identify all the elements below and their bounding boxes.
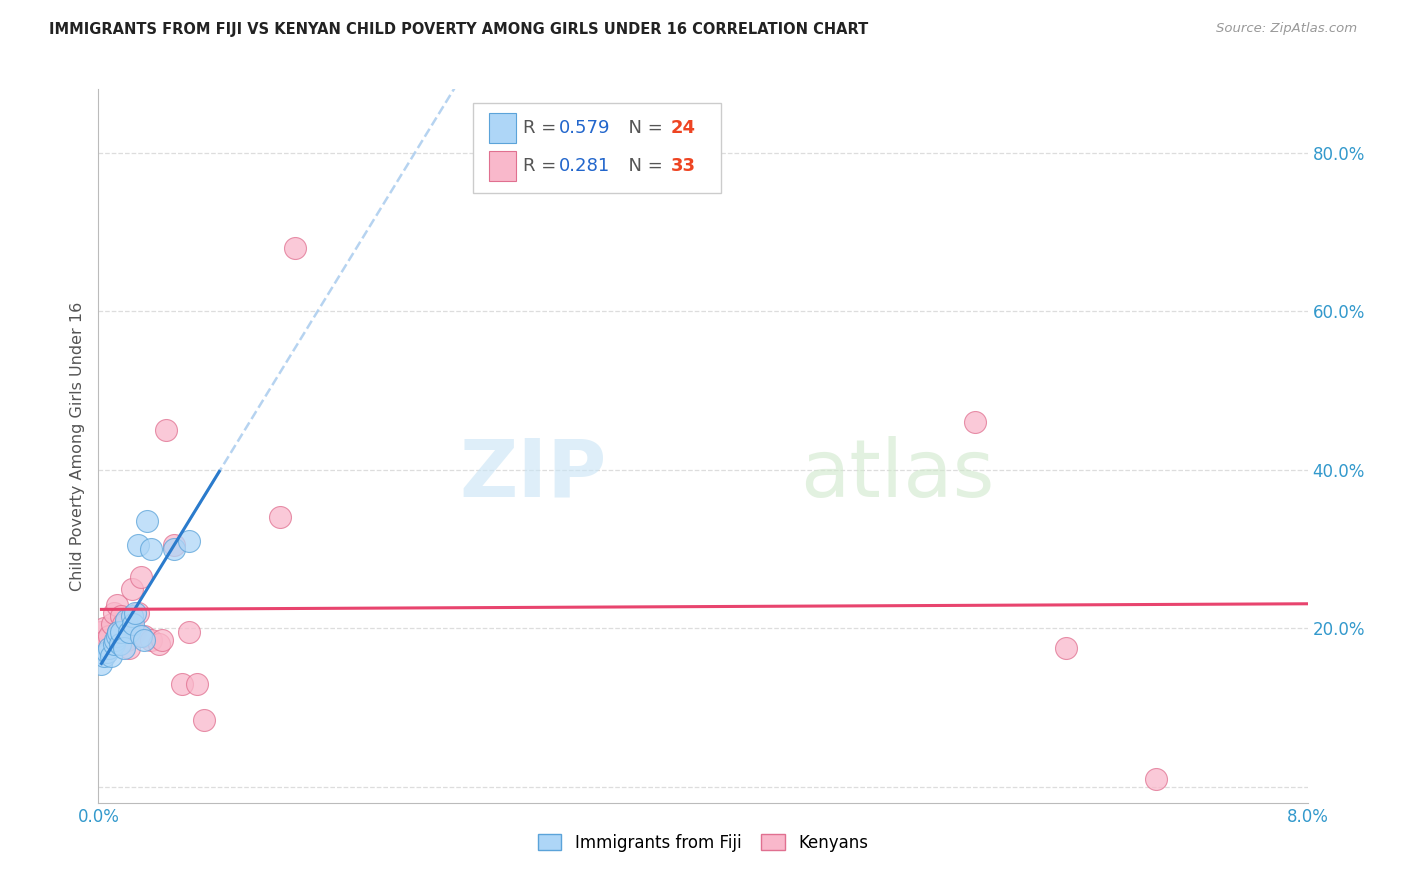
Point [108,637,131,651]
Point [1146,772,1168,786]
Point [179,534,201,549]
Point [135,514,157,528]
Point [127,606,149,620]
Point [186,677,208,691]
Point [124,625,146,640]
Point [284,241,307,255]
Text: IMMIGRANTS FROM FIJI VS KENYAN CHILD POVERTY AMONG GIRLS UNDER 16 CORRELATION CH: IMMIGRANTS FROM FIJI VS KENYAN CHILD POV… [49,22,869,37]
Point [105,598,128,612]
Point [114,625,136,640]
Point [103,637,125,651]
Point [98,629,121,643]
Point [98,641,121,656]
Text: Source: ZipAtlas.com: Source: ZipAtlas.com [1216,22,1357,36]
Point [150,633,173,648]
Point [108,629,131,643]
Point [122,617,145,632]
Point [103,606,125,620]
Point [121,609,143,624]
FancyBboxPatch shape [474,103,721,193]
Point [96,645,118,659]
Point [93,621,115,635]
Point [132,629,155,643]
Point [163,542,186,557]
Text: 0.579: 0.579 [560,120,610,137]
Point [132,633,155,648]
Point [93,649,115,664]
Point [100,649,122,664]
FancyBboxPatch shape [489,151,516,180]
Point [107,625,129,640]
Point [1054,641,1077,656]
Point [101,617,124,632]
Point [170,677,193,691]
Point [141,542,163,557]
Legend: Immigrants from Fiji, Kenyans: Immigrants from Fiji, Kenyans [531,828,875,859]
FancyBboxPatch shape [489,113,516,144]
Text: 24: 24 [671,120,696,137]
Text: 33: 33 [671,157,696,175]
Point [179,625,201,640]
Point [94,633,117,648]
Point [127,538,149,552]
Point [141,633,163,648]
Point [114,614,136,628]
Point [193,713,215,727]
Point [155,423,177,437]
Point [112,641,135,656]
Point [90,625,112,640]
Text: N =: N = [617,157,669,175]
Point [115,633,138,648]
Text: ZIP: ZIP [458,435,606,514]
Point [107,625,129,640]
Point [105,629,128,643]
Point [118,625,141,640]
Point [124,606,146,620]
Point [118,641,141,656]
Point [121,582,143,596]
Point [90,657,112,671]
Point [129,570,152,584]
Y-axis label: Child Poverty Among Girls Under 16: Child Poverty Among Girls Under 16 [69,301,84,591]
Point [965,415,987,429]
Point [110,609,132,624]
Text: N =: N = [617,120,669,137]
Point [111,617,134,632]
Point [269,510,291,524]
Text: R =: R = [523,157,562,175]
Text: 0.281: 0.281 [560,157,610,175]
Point [104,633,127,648]
Text: atlas: atlas [800,435,994,514]
Text: R =: R = [523,120,562,137]
Point [163,538,186,552]
Point [148,637,170,651]
Point [129,629,152,643]
Point [110,625,132,640]
